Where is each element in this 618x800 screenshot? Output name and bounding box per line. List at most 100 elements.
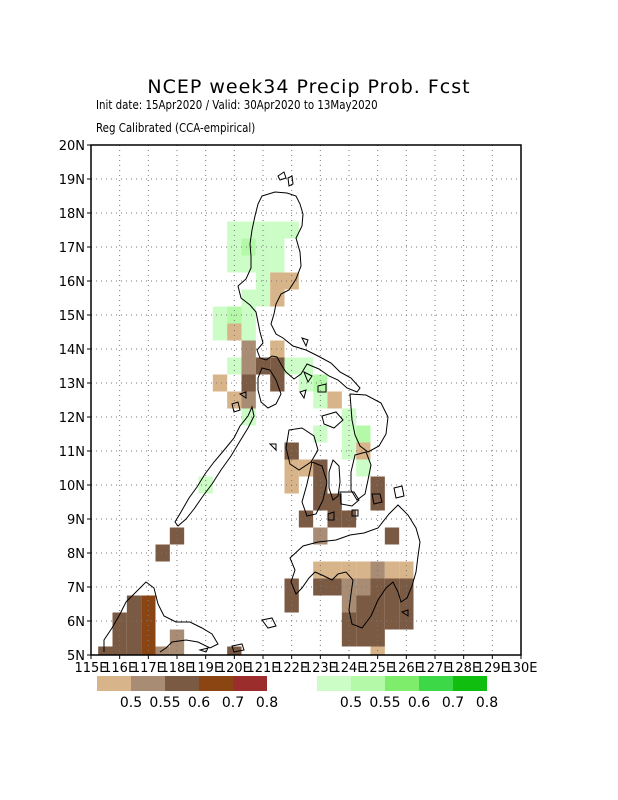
prob-cell-7	[255, 238, 271, 256]
dry-legend-label-5: 0.8	[256, 695, 278, 711]
prob-cell-105	[126, 629, 142, 647]
coast-basilan	[261, 617, 277, 629]
coast-culion	[238, 391, 247, 399]
coast-mindoro	[257, 367, 282, 409]
prob-cell-84	[356, 595, 371, 613]
lat-label-19N: 19N	[59, 173, 85, 188]
prob-cell-28	[241, 357, 256, 375]
coast-tawi	[198, 647, 209, 653]
prob-cell-73	[155, 544, 170, 562]
prob-cell-17	[255, 289, 271, 307]
prob-cell-10	[241, 255, 256, 273]
lon-label-126E: 126E	[390, 661, 423, 676]
prob-cell-53	[356, 459, 371, 477]
dry-legend-label-3: 0.6	[188, 695, 210, 711]
coast-dinagat	[371, 493, 383, 505]
coast-marinduque	[303, 370, 313, 384]
lon-label-115E: 115E	[74, 661, 107, 676]
dry-legend-swatch-1	[97, 676, 131, 691]
lat-label-20N: 20N	[59, 139, 85, 154]
coast-panay	[285, 427, 319, 471]
prob-cell-85	[370, 595, 385, 613]
coast-leyte	[350, 451, 372, 501]
lon-label-118E: 118E	[160, 661, 193, 676]
coast-jolo	[231, 643, 245, 653]
prob-cell-19	[212, 306, 228, 324]
lon-label-127E: 127E	[418, 661, 451, 676]
prob-cell-57	[313, 493, 328, 511]
wet-legend-label-1: 0.5	[340, 695, 362, 711]
coastline	[103, 171, 421, 653]
prob-cell-6	[241, 238, 256, 256]
prob-cell-68	[356, 561, 371, 579]
dry-legend-swatch-4	[199, 676, 233, 691]
prob-cell-58	[327, 493, 342, 511]
dry-legend-swatch-2	[131, 676, 165, 691]
prob-cell-89	[356, 612, 371, 630]
prob-cell-16	[241, 289, 256, 307]
lat-label-8N: 8N	[67, 547, 85, 562]
prob-cell-82	[284, 595, 299, 613]
coast-samar	[349, 393, 389, 453]
coast-negros	[301, 461, 328, 517]
coast-camiguin	[351, 509, 359, 517]
lon-label-116E: 116E	[103, 661, 136, 676]
prob-cell-14	[270, 272, 285, 290]
prob-cell-8	[270, 238, 285, 256]
prob-cell-24	[241, 323, 256, 341]
legend-below-normal: 0.5 0.55 0.6 0.7 0.8	[97, 676, 278, 711]
prob-cell-26	[270, 340, 285, 358]
prob-cell-22	[212, 323, 228, 341]
prob-cell-110	[169, 629, 185, 647]
lat-label-9N: 9N	[67, 513, 85, 528]
latitude-labels: 20N 19N 18N 17N 16N 15N 14N 13N 12N 11N 10N 9N 8N 7N 6…	[59, 139, 91, 664]
lon-label-124E: 124E	[332, 661, 365, 676]
prob-cell-95	[370, 629, 385, 647]
prob-cell-44	[313, 425, 328, 443]
prob-cell-45	[341, 425, 357, 443]
coast-borneo	[103, 581, 219, 653]
legend-above-normal: 0.5 0.55 0.6 0.7 0.8	[317, 676, 498, 711]
prob-cell-70	[384, 561, 400, 579]
coast-luzon	[237, 191, 361, 393]
prob-cell-46	[356, 425, 371, 443]
coast-batanes	[287, 175, 294, 187]
prob-cell-75	[313, 578, 328, 596]
prob-cell-78	[356, 578, 371, 596]
coast-sarangani	[400, 609, 409, 617]
lat-label-5N: 5N	[67, 649, 85, 664]
coast-sibuyan	[317, 383, 327, 393]
prob-cell-43	[341, 408, 357, 426]
dry-legend-label-1: 0.5	[120, 695, 142, 711]
prob-cell-106	[98, 646, 113, 655]
prob-cell-93	[341, 629, 357, 647]
prob-cell-25	[241, 340, 256, 358]
probability-cells	[98, 221, 414, 655]
prob-cell-5	[227, 238, 242, 256]
prob-cell-1	[241, 221, 256, 239]
prob-cell-64	[384, 527, 400, 545]
lon-label-120E: 120E	[218, 661, 251, 676]
prob-cell-103	[126, 612, 142, 630]
prob-cell-86	[384, 595, 400, 613]
prob-cell-99	[141, 629, 156, 647]
lat-label-15N: 15N	[59, 309, 85, 324]
prob-cell-76	[327, 578, 342, 596]
coast-romblon	[299, 389, 307, 400]
wet-legend-swatch-3	[385, 676, 419, 691]
coast-babuyan	[277, 171, 287, 181]
prob-cell-97	[141, 595, 156, 613]
prob-cell-94	[356, 629, 371, 647]
lon-label-121E: 121E	[246, 661, 279, 676]
map-title: NCEP week34 Precip Prob. Fcst	[147, 76, 471, 98]
prob-cell-12	[270, 255, 285, 273]
prob-cell-37	[313, 374, 328, 392]
lon-label-125E: 125E	[361, 661, 394, 676]
calibration-subtitle: Reg Calibrated (CCA-empirical)	[96, 120, 256, 135]
prob-cell-9	[227, 255, 242, 273]
dry-legend-swatch-5	[233, 676, 267, 691]
lon-label-123E: 123E	[304, 661, 337, 676]
wet-legend-swatch-1	[317, 676, 351, 691]
grid-lines	[91, 145, 521, 655]
prob-cell-50	[284, 459, 299, 477]
